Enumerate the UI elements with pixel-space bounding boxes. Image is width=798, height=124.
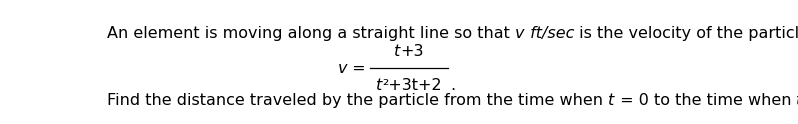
Text: v: v bbox=[516, 27, 524, 41]
Text: v: v bbox=[338, 61, 347, 76]
Text: ft/sec: ft/sec bbox=[524, 27, 574, 41]
Text: t: t bbox=[376, 78, 382, 93]
Text: An element is moving along a straight line so that: An element is moving along a straight li… bbox=[107, 27, 516, 41]
Text: = 0 to the time when: = 0 to the time when bbox=[614, 93, 796, 108]
Text: t: t bbox=[608, 93, 614, 108]
Text: +3: +3 bbox=[401, 44, 424, 59]
Text: .: . bbox=[451, 78, 456, 93]
Text: ²+3t+2: ²+3t+2 bbox=[382, 78, 442, 93]
Text: is the velocity of the particle at: is the velocity of the particle at bbox=[574, 27, 798, 41]
Text: =: = bbox=[347, 61, 365, 76]
Text: t: t bbox=[796, 93, 798, 108]
Text: t: t bbox=[394, 44, 401, 59]
Text: Find the distance traveled by the particle from the time when: Find the distance traveled by the partic… bbox=[107, 93, 608, 108]
